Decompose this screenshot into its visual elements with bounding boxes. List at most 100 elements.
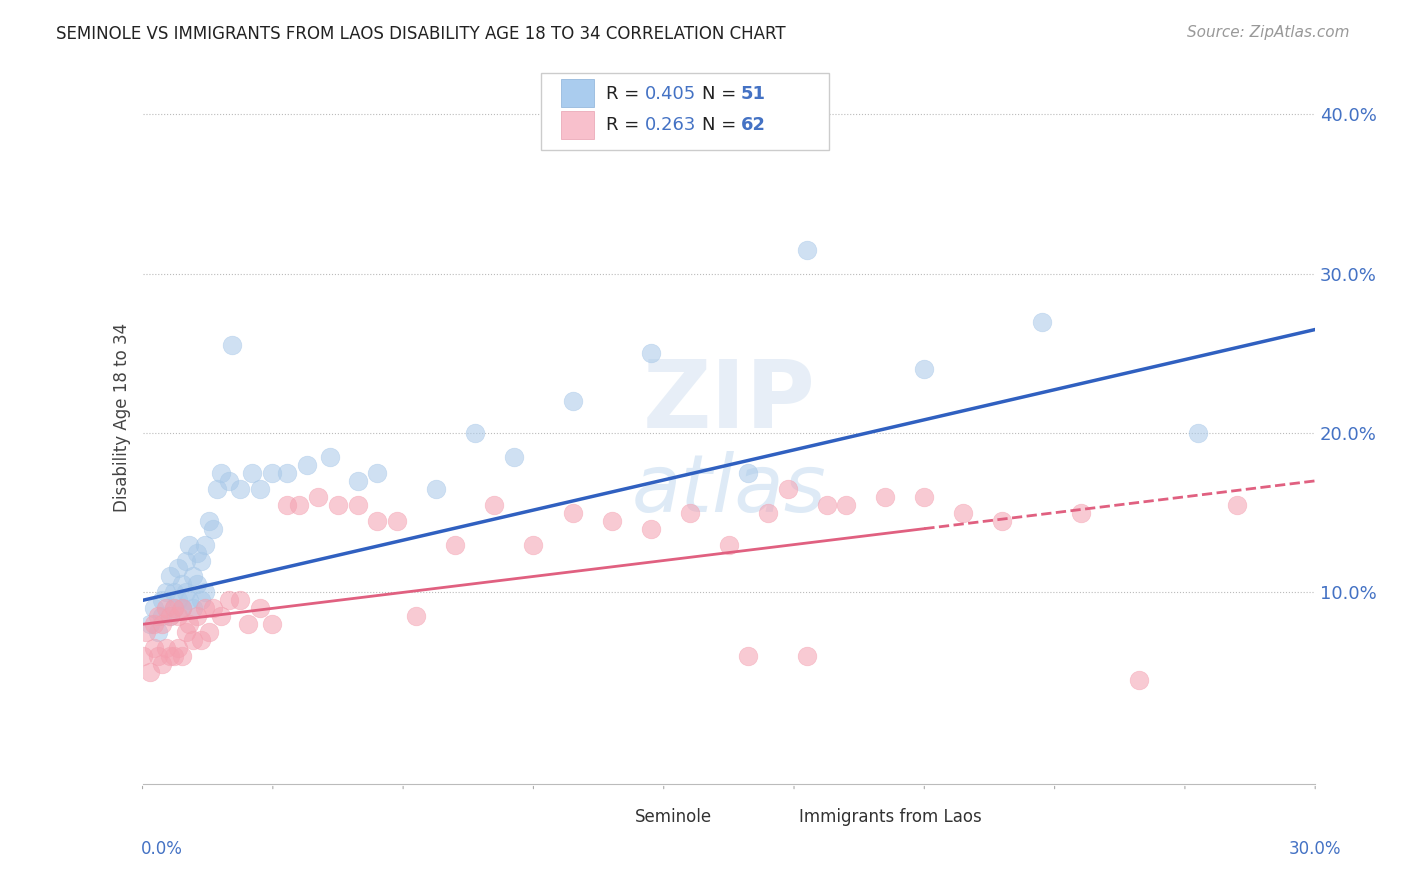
Text: 0.263: 0.263 xyxy=(644,116,696,134)
Text: 0.0%: 0.0% xyxy=(141,840,183,858)
Point xyxy=(170,577,193,591)
Point xyxy=(186,577,208,591)
Point xyxy=(198,625,221,640)
Point xyxy=(159,649,181,664)
Text: N =: N = xyxy=(702,116,742,134)
Point xyxy=(179,593,201,607)
Point xyxy=(190,593,212,607)
Point xyxy=(776,482,799,496)
Text: 30.0%: 30.0% xyxy=(1288,840,1341,858)
Point xyxy=(444,538,467,552)
Point xyxy=(796,243,818,257)
Point xyxy=(163,601,186,615)
Point xyxy=(135,625,157,640)
Point xyxy=(201,522,224,536)
Point xyxy=(159,609,181,624)
Point xyxy=(139,665,162,679)
Point xyxy=(150,609,173,624)
Point xyxy=(522,538,544,552)
Point xyxy=(159,569,181,583)
Point xyxy=(912,362,935,376)
Point xyxy=(276,498,298,512)
FancyBboxPatch shape xyxy=(600,804,630,829)
Point xyxy=(186,545,208,559)
Point xyxy=(194,538,217,552)
Point xyxy=(366,514,388,528)
Point xyxy=(183,569,205,583)
Point xyxy=(183,633,205,648)
Text: R =: R = xyxy=(606,85,645,103)
Y-axis label: Disability Age 18 to 34: Disability Age 18 to 34 xyxy=(114,323,131,512)
Point xyxy=(405,609,427,624)
Point xyxy=(229,482,252,496)
Text: N =: N = xyxy=(702,85,742,103)
FancyBboxPatch shape xyxy=(541,72,828,150)
Point xyxy=(143,617,166,632)
Point xyxy=(717,538,740,552)
Point xyxy=(218,474,240,488)
Point xyxy=(835,498,858,512)
Point xyxy=(260,466,283,480)
Point xyxy=(561,506,583,520)
Point xyxy=(221,338,243,352)
Point xyxy=(198,514,221,528)
Text: ZIP: ZIP xyxy=(643,357,815,449)
Point xyxy=(179,617,201,632)
Point xyxy=(166,593,188,607)
Text: 62: 62 xyxy=(741,116,766,134)
Point xyxy=(875,490,897,504)
Point xyxy=(166,561,188,575)
Point xyxy=(190,553,212,567)
Point xyxy=(260,617,283,632)
Point xyxy=(174,585,197,599)
Point xyxy=(600,514,623,528)
Point xyxy=(205,482,228,496)
Point xyxy=(170,601,193,615)
Point xyxy=(737,649,759,664)
Point xyxy=(1226,498,1249,512)
Point xyxy=(366,466,388,480)
FancyBboxPatch shape xyxy=(763,804,793,829)
Text: Seminole: Seminole xyxy=(636,807,713,826)
Point xyxy=(346,498,368,512)
Text: 0.405: 0.405 xyxy=(644,85,696,103)
Point xyxy=(1187,425,1209,440)
Point xyxy=(131,649,153,664)
Point xyxy=(186,609,208,624)
Point xyxy=(209,609,232,624)
Point xyxy=(150,593,173,607)
Point xyxy=(1128,673,1150,687)
Point xyxy=(240,466,263,480)
FancyBboxPatch shape xyxy=(561,79,593,107)
Point xyxy=(201,601,224,615)
Point xyxy=(183,601,205,615)
Point xyxy=(307,490,329,504)
Point xyxy=(249,482,271,496)
Point xyxy=(464,425,486,440)
Point xyxy=(326,498,349,512)
Point xyxy=(991,514,1014,528)
Point xyxy=(912,490,935,504)
Point xyxy=(179,538,201,552)
Point xyxy=(143,641,166,656)
Point xyxy=(385,514,408,528)
Point xyxy=(346,474,368,488)
Point xyxy=(561,394,583,409)
Point xyxy=(249,601,271,615)
Point xyxy=(484,498,506,512)
Point xyxy=(163,601,186,615)
Point xyxy=(150,657,173,671)
Point xyxy=(170,601,193,615)
Point xyxy=(146,625,169,640)
Point xyxy=(319,450,342,464)
Point xyxy=(155,585,177,599)
Point xyxy=(425,482,447,496)
FancyBboxPatch shape xyxy=(561,111,593,138)
Point xyxy=(640,346,662,360)
Point xyxy=(796,649,818,664)
Text: Source: ZipAtlas.com: Source: ZipAtlas.com xyxy=(1187,25,1350,40)
Point xyxy=(150,617,173,632)
Point xyxy=(502,450,524,464)
Point xyxy=(194,601,217,615)
Point xyxy=(146,609,169,624)
